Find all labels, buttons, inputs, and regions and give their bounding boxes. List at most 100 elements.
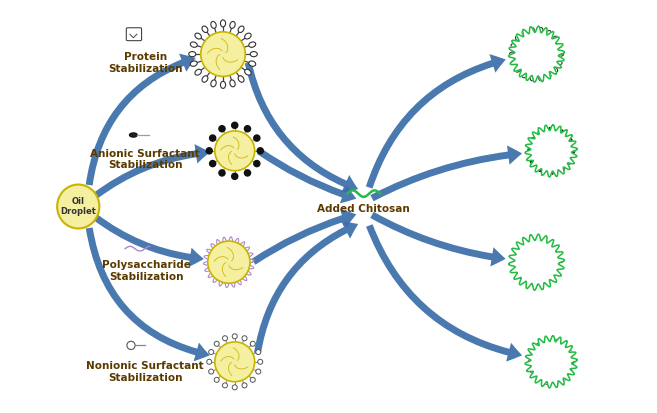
Circle shape: [528, 360, 532, 364]
Circle shape: [210, 135, 215, 141]
Polygon shape: [525, 125, 578, 177]
Ellipse shape: [250, 52, 258, 57]
Circle shape: [244, 170, 250, 176]
Circle shape: [559, 130, 564, 135]
Ellipse shape: [553, 36, 558, 41]
Circle shape: [250, 377, 256, 382]
Ellipse shape: [244, 33, 251, 39]
Circle shape: [256, 349, 261, 354]
Circle shape: [567, 138, 572, 143]
Circle shape: [549, 127, 554, 132]
Circle shape: [536, 376, 540, 380]
Ellipse shape: [230, 80, 235, 87]
Ellipse shape: [191, 61, 197, 66]
Text: Protein
Stabilization: Protein Stabilization: [108, 52, 183, 74]
Circle shape: [562, 376, 566, 380]
Circle shape: [223, 336, 227, 341]
FancyArrowPatch shape: [366, 54, 506, 189]
Circle shape: [570, 360, 574, 364]
Circle shape: [545, 339, 549, 343]
Circle shape: [209, 369, 214, 374]
Ellipse shape: [547, 31, 551, 36]
Circle shape: [214, 341, 219, 346]
Ellipse shape: [129, 133, 137, 137]
Ellipse shape: [57, 185, 99, 228]
FancyArrowPatch shape: [86, 54, 196, 185]
FancyArrowPatch shape: [93, 214, 204, 267]
Circle shape: [223, 383, 227, 388]
Circle shape: [254, 161, 260, 167]
FancyArrowPatch shape: [258, 148, 356, 204]
Ellipse shape: [202, 26, 208, 33]
Ellipse shape: [215, 342, 255, 382]
Circle shape: [549, 169, 554, 174]
Circle shape: [207, 359, 212, 364]
Polygon shape: [509, 26, 564, 82]
Ellipse shape: [221, 20, 225, 27]
Circle shape: [127, 341, 135, 349]
Ellipse shape: [195, 69, 202, 75]
Ellipse shape: [522, 73, 527, 78]
Circle shape: [554, 380, 558, 385]
Polygon shape: [509, 234, 564, 290]
Circle shape: [567, 159, 572, 164]
Text: Anionic Surfactant
Stabilization: Anionic Surfactant Stabilization: [90, 149, 200, 171]
FancyArrowPatch shape: [93, 144, 210, 199]
Ellipse shape: [530, 28, 534, 33]
Circle shape: [530, 159, 535, 164]
Text: Nonionic Surfactant
Stabilization: Nonionic Surfactant Stabilization: [86, 361, 204, 382]
Ellipse shape: [215, 131, 255, 171]
Ellipse shape: [556, 60, 562, 64]
Circle shape: [232, 122, 238, 128]
Ellipse shape: [201, 32, 245, 76]
FancyArrowPatch shape: [86, 228, 210, 361]
Ellipse shape: [558, 52, 564, 56]
Circle shape: [219, 170, 225, 176]
Ellipse shape: [516, 67, 520, 72]
Circle shape: [562, 343, 566, 347]
Circle shape: [256, 369, 261, 374]
Circle shape: [214, 377, 219, 382]
Circle shape: [559, 166, 564, 171]
Ellipse shape: [211, 21, 216, 28]
Circle shape: [209, 349, 214, 354]
Ellipse shape: [230, 21, 235, 28]
Ellipse shape: [522, 31, 527, 36]
Ellipse shape: [509, 52, 515, 56]
Polygon shape: [525, 336, 578, 388]
Circle shape: [232, 334, 237, 339]
Circle shape: [538, 130, 543, 135]
Circle shape: [570, 148, 575, 153]
Circle shape: [244, 126, 250, 132]
Circle shape: [530, 369, 534, 373]
FancyArrowPatch shape: [366, 224, 522, 362]
Ellipse shape: [202, 76, 208, 82]
Circle shape: [232, 173, 238, 179]
Circle shape: [530, 138, 535, 143]
Ellipse shape: [535, 134, 568, 167]
Ellipse shape: [238, 76, 244, 82]
Text: Oil
Droplet: Oil Droplet: [60, 197, 96, 216]
Circle shape: [232, 385, 237, 390]
Ellipse shape: [553, 67, 558, 72]
Ellipse shape: [221, 81, 225, 88]
Ellipse shape: [516, 36, 520, 41]
Ellipse shape: [530, 75, 534, 81]
Circle shape: [554, 339, 558, 343]
Ellipse shape: [547, 73, 551, 78]
FancyArrowPatch shape: [252, 209, 356, 265]
Ellipse shape: [539, 28, 543, 33]
Circle shape: [258, 359, 263, 364]
Ellipse shape: [249, 42, 256, 47]
FancyBboxPatch shape: [126, 28, 141, 40]
Circle shape: [530, 351, 534, 355]
Circle shape: [568, 351, 572, 355]
Circle shape: [210, 161, 215, 167]
Ellipse shape: [211, 80, 216, 87]
Ellipse shape: [244, 69, 251, 75]
FancyArrowPatch shape: [371, 145, 522, 201]
FancyArrowPatch shape: [245, 62, 358, 193]
Ellipse shape: [535, 345, 568, 378]
Circle shape: [206, 148, 212, 154]
Ellipse shape: [511, 60, 516, 64]
